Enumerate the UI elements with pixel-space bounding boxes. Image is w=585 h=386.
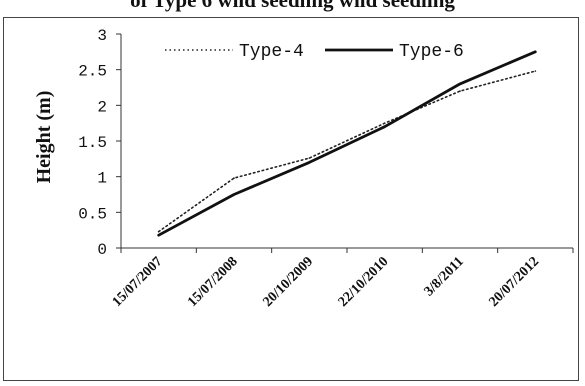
data-point (308, 157, 311, 159)
data-point (459, 90, 461, 92)
y-tick-label: 0.5 (78, 205, 107, 223)
chart-frame (3, 17, 579, 381)
y-tick-label: 2 (97, 98, 107, 116)
y-axis-title: Height (m) (33, 91, 55, 184)
x-tick-label: 15/07/2008 (185, 254, 241, 310)
x-tick-label: 15/07/2007 (110, 254, 166, 310)
x-tick-label: 22/10/2010 (336, 254, 392, 310)
legend: Type-4 Type-6 (165, 42, 464, 62)
data-point (157, 234, 160, 236)
data-point (383, 125, 386, 128)
series-line-0 (157, 70, 537, 233)
data-point (308, 161, 311, 164)
y-tick-label: 0 (97, 241, 107, 259)
data-point (534, 70, 537, 72)
data-point (459, 83, 461, 85)
y-tick-label: 1 (97, 170, 107, 188)
data-point (157, 230, 160, 233)
x-tick-label: 3/8/2011 (422, 254, 467, 299)
legend-label: Type-6 (399, 42, 464, 62)
chart-title: of Type 6 wild seedling wild seedling (130, 0, 455, 12)
series-line-1 (157, 50, 537, 237)
y-tick-label: 3 (97, 27, 107, 45)
axes: 0 0.5 1 1.5 2 2.5 3 15/07/2007 15/07/2008 20/10/2… (78, 27, 574, 310)
y-tick-label: 1.5 (78, 134, 107, 152)
legend-label: Type-4 (239, 42, 304, 62)
x-tick-label: 20/10/2009 (260, 254, 316, 310)
data-point (534, 51, 537, 53)
series-layer (157, 50, 537, 237)
data-point (383, 122, 386, 124)
x-tick-label: 20/07/2012 (486, 254, 542, 310)
data-point (233, 193, 235, 196)
data-point (233, 177, 235, 179)
y-tick-label: 2.5 (78, 63, 107, 81)
